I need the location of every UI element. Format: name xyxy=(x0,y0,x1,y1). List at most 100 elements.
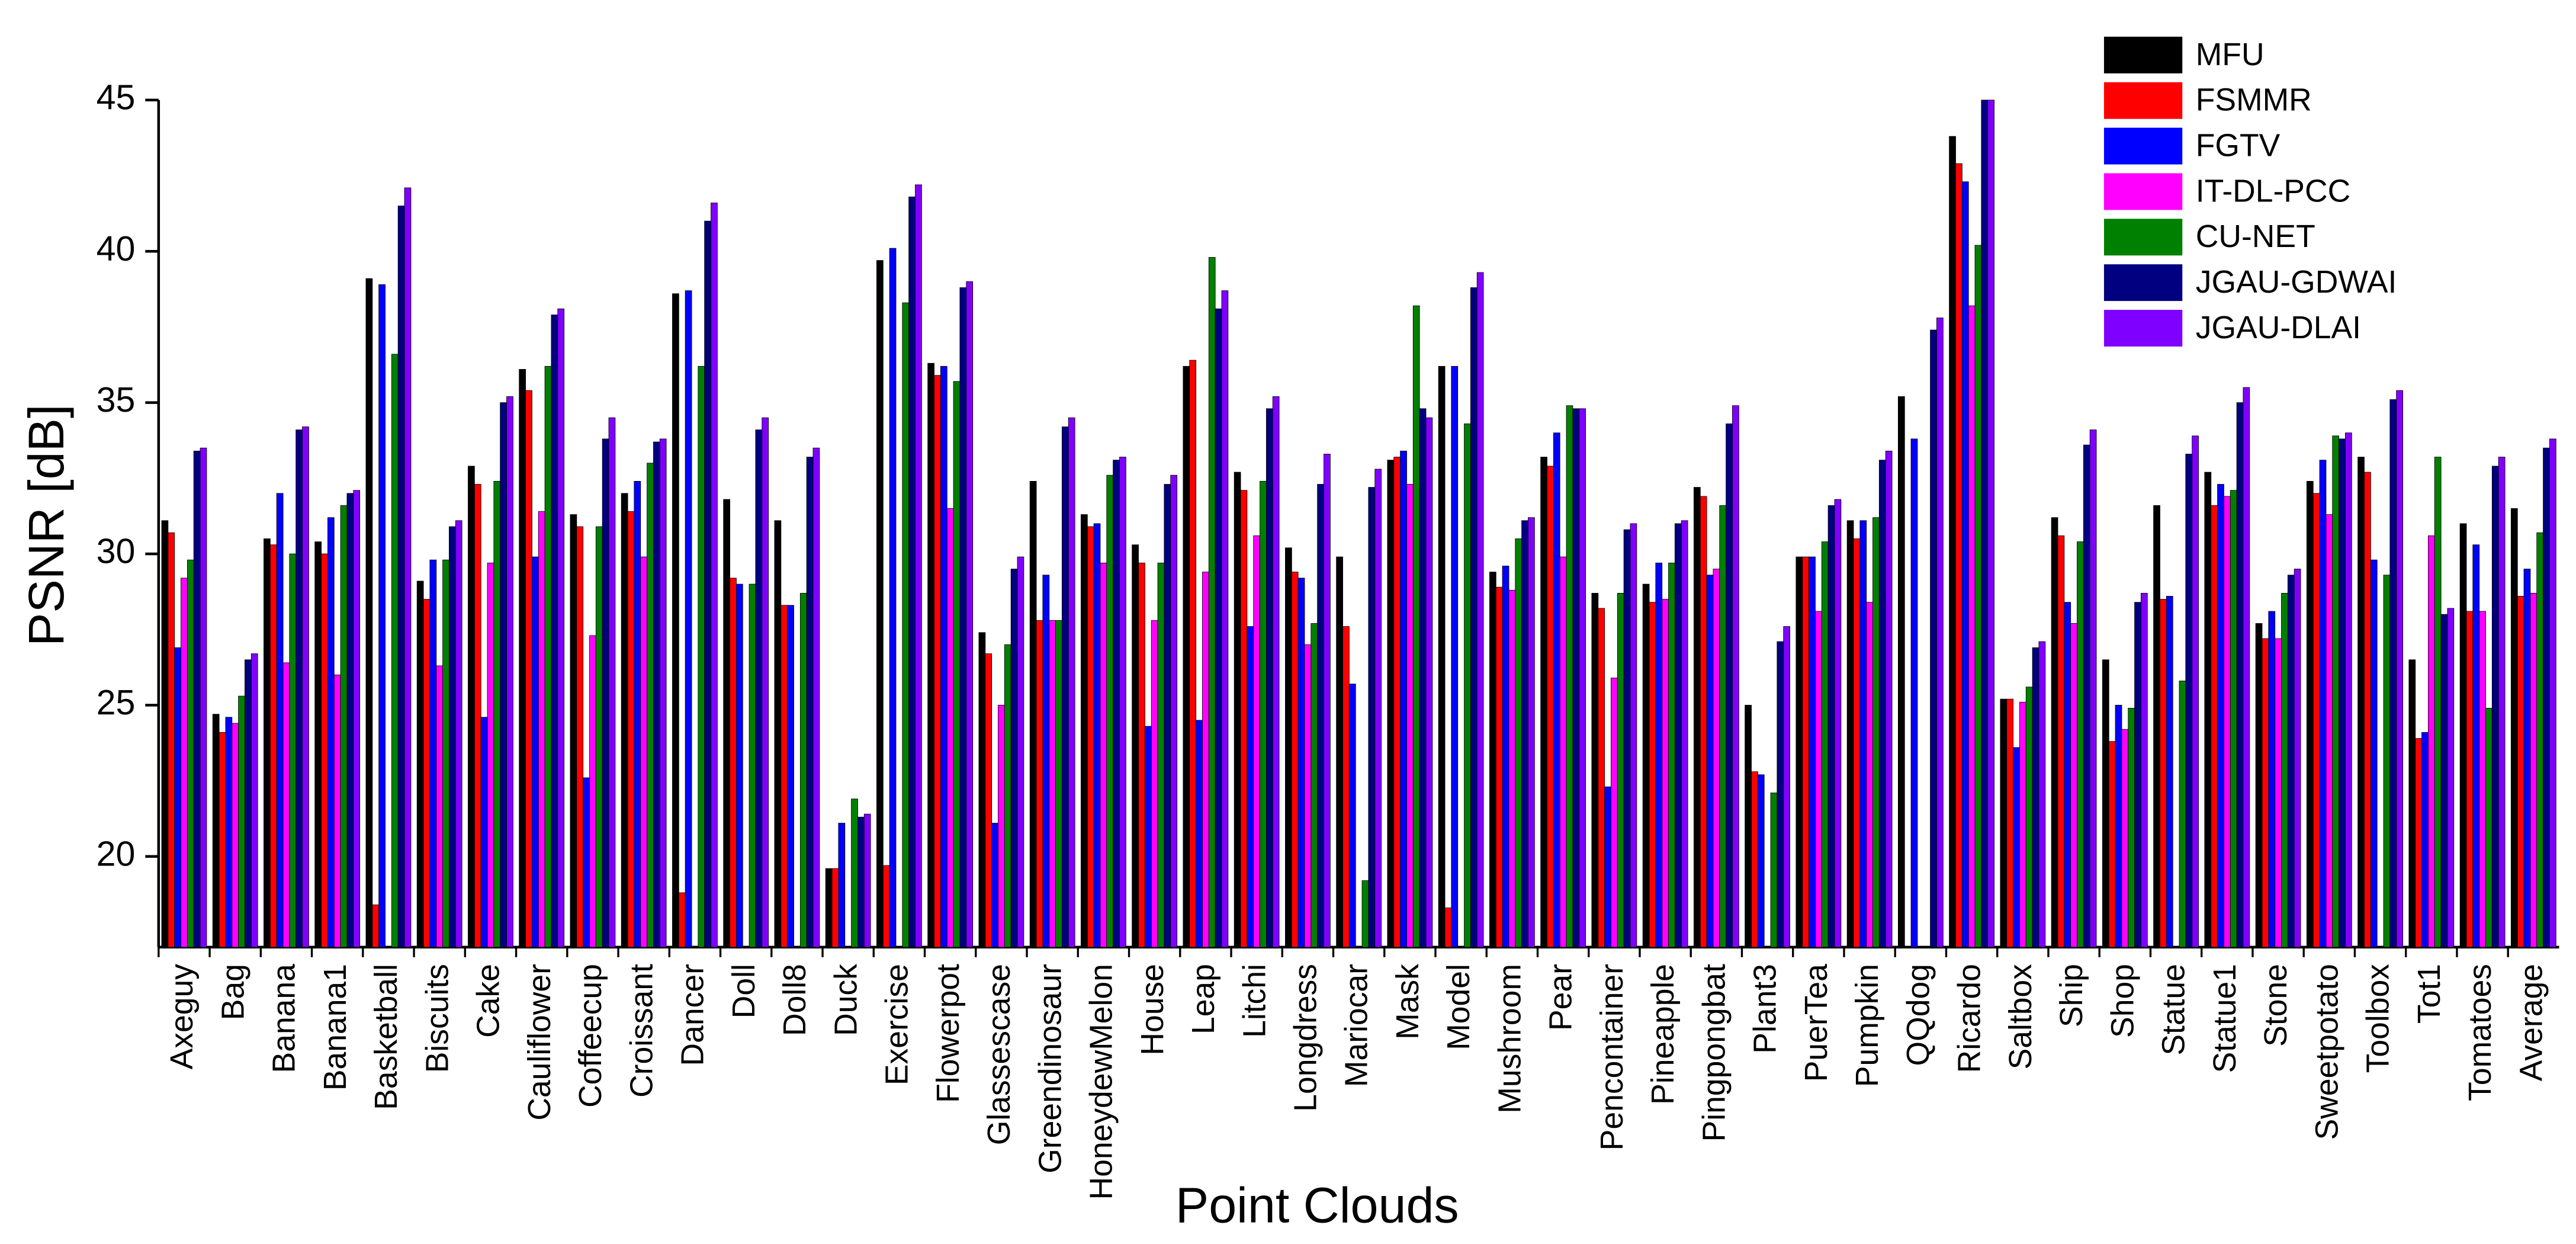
bar xyxy=(1068,417,1075,948)
bar xyxy=(1055,620,1062,948)
bar xyxy=(2057,535,2065,948)
bar xyxy=(704,220,711,948)
x-tick-label: Greendinosaur xyxy=(1033,964,1068,1174)
bar xyxy=(1260,480,1267,948)
x-tick-label: Banana1 xyxy=(318,964,353,1091)
bar xyxy=(500,402,507,948)
bar xyxy=(672,293,679,948)
bar xyxy=(404,187,412,948)
bar xyxy=(825,868,833,948)
bar xyxy=(2415,738,2422,948)
bar xyxy=(851,799,858,948)
bar xyxy=(429,559,437,948)
bar xyxy=(2000,698,2008,948)
bar xyxy=(423,599,431,948)
x-tick-label: Basketball xyxy=(369,964,404,1110)
bar xyxy=(1495,586,1503,948)
bar xyxy=(2153,505,2160,948)
bar xyxy=(1406,484,1414,948)
bar xyxy=(1361,880,1369,948)
x-tick-label: Leap xyxy=(1186,964,1221,1034)
bar xyxy=(2332,435,2340,948)
bar xyxy=(551,315,558,948)
bar xyxy=(1393,457,1401,948)
x-tick-label: Mariocar xyxy=(1340,964,1374,1087)
bar xyxy=(991,823,998,948)
bar xyxy=(493,480,501,948)
bar xyxy=(1265,408,1273,948)
bar xyxy=(225,717,233,948)
bar xyxy=(1815,611,1822,948)
bar xyxy=(1132,544,1139,948)
legend-label: MFU xyxy=(2196,37,2265,72)
bar xyxy=(1419,408,1427,948)
bar xyxy=(602,438,609,948)
bar xyxy=(1042,575,1050,948)
bar xyxy=(2108,741,2116,948)
x-tick-label: Doll xyxy=(727,964,762,1018)
bar xyxy=(1100,562,1107,948)
x-tick-label: Plant3 xyxy=(1748,964,1783,1054)
x-tick-label: Litchi xyxy=(1237,964,1272,1038)
bar xyxy=(780,605,788,948)
x-axis-label: Point Clouds xyxy=(1175,1177,1459,1233)
bar xyxy=(1878,460,1886,948)
bar xyxy=(647,463,654,948)
bar xyxy=(1885,450,1893,948)
bar xyxy=(289,553,297,948)
bar xyxy=(1502,565,1509,948)
bar xyxy=(353,490,361,948)
bar xyxy=(1240,490,1248,948)
x-tick-label: Ship xyxy=(2054,964,2089,1027)
bar xyxy=(2498,457,2506,948)
bar xyxy=(1674,523,1682,948)
bar xyxy=(250,653,258,948)
bar xyxy=(1897,396,1905,948)
bar xyxy=(1846,520,1854,948)
bar xyxy=(908,196,916,948)
bar xyxy=(985,653,993,948)
bar xyxy=(1157,562,1165,948)
bar xyxy=(1476,272,1484,948)
bar xyxy=(1387,460,1395,948)
bar xyxy=(2019,701,2026,948)
bar xyxy=(774,520,782,948)
x-tick-label: PuerTea xyxy=(1799,964,1834,1082)
bar xyxy=(1751,771,1758,948)
bar xyxy=(442,559,449,948)
bar xyxy=(2281,592,2288,948)
bar xyxy=(1342,626,1350,948)
bar xyxy=(735,583,743,948)
bar xyxy=(627,511,635,948)
bar xyxy=(282,662,290,948)
bar xyxy=(538,511,545,948)
x-tick-label: Pumpkin xyxy=(1850,964,1885,1087)
bar xyxy=(1521,520,1528,948)
bar xyxy=(1374,469,1382,948)
bar xyxy=(333,674,341,948)
bar xyxy=(1968,305,1976,948)
x-tick-label: Average xyxy=(2514,964,2549,1081)
bar xyxy=(544,365,552,948)
x-tick-label: Coffeecup xyxy=(573,964,608,1108)
x-tick-label: Doll8 xyxy=(778,964,812,1036)
bar xyxy=(2192,435,2199,948)
bar xyxy=(2479,611,2486,948)
bar xyxy=(978,632,986,948)
bar xyxy=(2223,496,2231,948)
bar xyxy=(2083,444,2090,948)
bar xyxy=(372,905,380,948)
bar xyxy=(1853,538,1861,948)
bar xyxy=(276,493,284,948)
bar xyxy=(2408,659,2416,948)
bar xyxy=(2038,641,2046,948)
bar xyxy=(1693,487,1701,948)
bar xyxy=(1368,487,1376,948)
bar xyxy=(455,520,462,948)
bar xyxy=(1061,427,1069,948)
bar xyxy=(161,520,169,948)
x-tick-label: Dancer xyxy=(676,964,711,1066)
bar xyxy=(2466,611,2474,948)
bar xyxy=(1936,318,1944,948)
bar xyxy=(2440,614,2448,948)
